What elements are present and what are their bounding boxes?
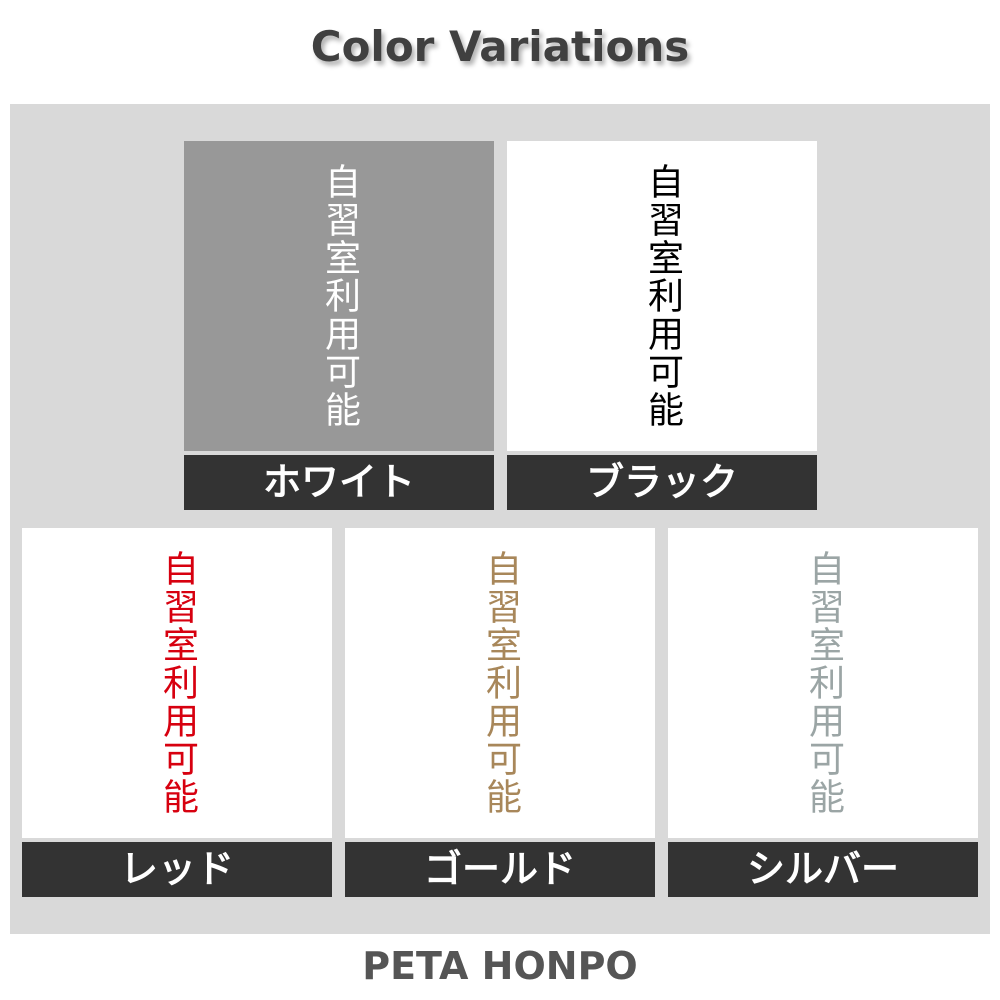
- variant-card-silver: 自習室利用可能 シルバー: [668, 528, 978, 897]
- variant-label: ゴールド: [345, 842, 655, 897]
- sign-text: 自習室利用可能: [803, 550, 844, 816]
- variant-label: ホワイト: [184, 455, 494, 510]
- sign-text: 自習室利用可能: [319, 163, 360, 429]
- variant-card-red: 自習室利用可能 レッド: [22, 528, 332, 897]
- variant-label: レッド: [22, 842, 332, 897]
- variant-swatch: 自習室利用可能: [507, 141, 817, 451]
- sign-text: 自習室利用可能: [480, 550, 521, 816]
- variant-card-white: 自習室利用可能 ホワイト: [184, 141, 494, 510]
- variant-label: ブラック: [507, 455, 817, 510]
- variant-swatch: 自習室利用可能: [345, 528, 655, 838]
- sign-text: 自習室利用可能: [157, 550, 198, 816]
- variant-card-gold: 自習室利用可能 ゴールド: [345, 528, 655, 897]
- variant-swatch: 自習室利用可能: [668, 528, 978, 838]
- page-title: Color Variations: [310, 22, 690, 71]
- variant-swatch: 自習室利用可能: [22, 528, 332, 838]
- variant-label: シルバー: [668, 842, 978, 897]
- brand-footer: PETA HONPO: [362, 944, 638, 988]
- variant-swatch: 自習室利用可能: [184, 141, 494, 451]
- variant-card-black: 自習室利用可能 ブラック: [507, 141, 817, 510]
- sign-text: 自習室利用可能: [642, 163, 683, 429]
